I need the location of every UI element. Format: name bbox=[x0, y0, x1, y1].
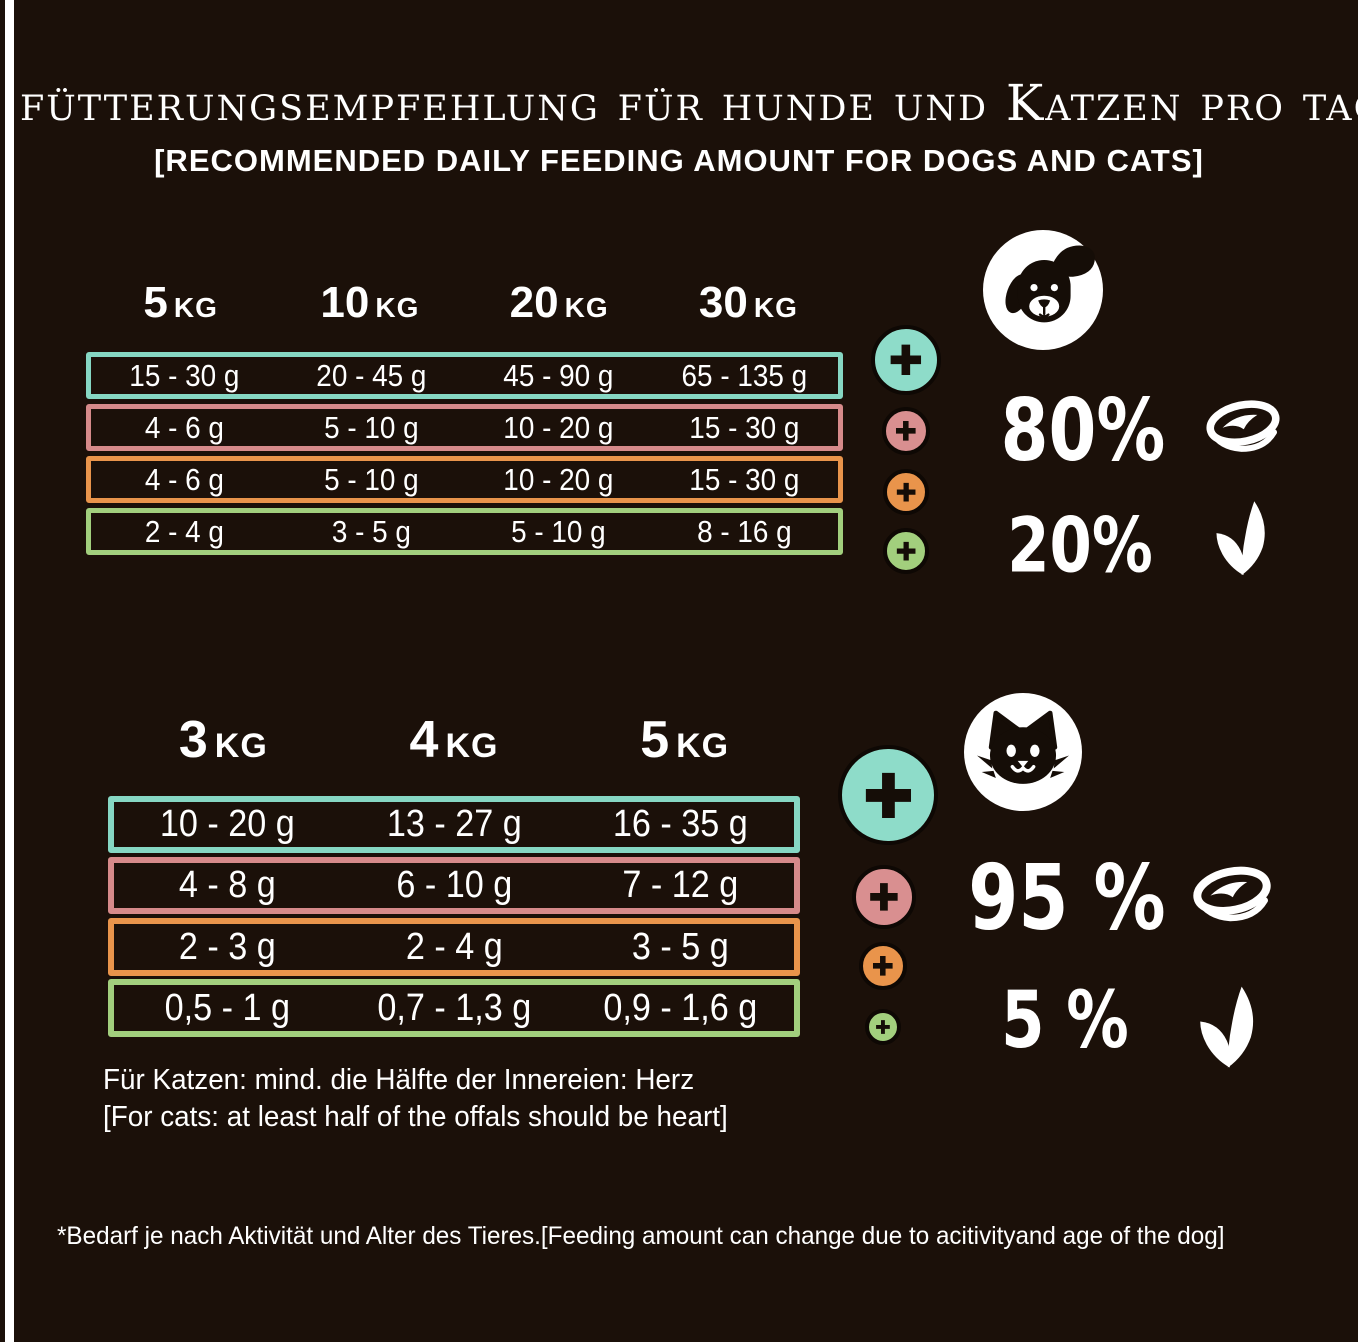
plus-icon bbox=[852, 865, 916, 929]
dog-weight-header: 20 KG bbox=[509, 278, 609, 327]
table-cell: 3 - 5 g bbox=[632, 925, 730, 968]
table-cell: 10 - 20 g bbox=[502, 461, 613, 497]
cat-meat-percent: 95 % bbox=[968, 845, 1166, 951]
plus-icon bbox=[883, 528, 929, 574]
table-cell: 65 - 135 g bbox=[681, 357, 808, 393]
cat-note-english: [For cats: at least half of the offals s… bbox=[103, 1101, 728, 1133]
plus-icon bbox=[838, 745, 938, 845]
cat-offal-amount-row: 4 - 8 g 6 - 10 g 7 - 12 g bbox=[108, 857, 800, 914]
table-cell: 4 - 6 g bbox=[144, 461, 224, 497]
table-cell: 13 - 27 g bbox=[386, 803, 522, 845]
dog-plant-amount-row: 2 - 4 g 3 - 5 g 5 - 10 g 8 - 16 g bbox=[86, 508, 843, 555]
cat-meat-amount-row: 10 - 20 g 13 - 27 g 16 - 35 g bbox=[108, 796, 800, 853]
dog-meat-percent: 80% bbox=[1000, 381, 1166, 481]
table-cell: 7 - 12 g bbox=[622, 864, 739, 906]
table-cell: 6 - 10 g bbox=[395, 864, 512, 906]
table-cell: 5 - 10 g bbox=[323, 409, 419, 445]
leaf-icon bbox=[1188, 982, 1264, 1074]
plus-icon bbox=[871, 325, 941, 395]
dog-weight-header-row: 5 KG 10 KG 20 KG 30 KG bbox=[86, 278, 843, 327]
plus-icon bbox=[865, 1009, 901, 1045]
dog-weight-header: 30 KG bbox=[698, 278, 798, 327]
table-cell: 3 - 5 g bbox=[331, 513, 411, 549]
dog-meat-amount-row: 15 - 30 g 20 - 45 g 45 - 90 g 65 - 135 g bbox=[86, 352, 843, 399]
table-cell: 20 - 45 g bbox=[316, 357, 427, 393]
table-cell: 0,9 - 1,6 g bbox=[603, 986, 758, 1029]
cat-weight-header: 5 KG bbox=[640, 711, 730, 769]
table-cell: 2 - 4 g bbox=[405, 925, 503, 968]
table-cell: 8 - 16 g bbox=[697, 513, 792, 549]
table-cell: 4 - 6 g bbox=[144, 409, 224, 445]
table-cell: 15 - 30 g bbox=[689, 409, 800, 445]
plus-icon bbox=[882, 407, 930, 455]
left-edge-stripe bbox=[5, 0, 14, 1342]
table-cell: 15 - 30 g bbox=[689, 461, 800, 497]
table-cell: 10 - 20 g bbox=[159, 803, 295, 845]
table-cell: 0,7 - 1,3 g bbox=[376, 986, 531, 1029]
table-cell: 16 - 35 g bbox=[613, 803, 749, 845]
dog-weight-header: 10 KG bbox=[320, 278, 420, 327]
dog-offal-amount-row: 4 - 6 g 5 - 10 g 10 - 20 g 15 - 30 g bbox=[86, 404, 843, 451]
table-cell: 5 - 10 g bbox=[323, 461, 419, 497]
cat-note-german: Für Katzen: mind. die Hälfte der Innerei… bbox=[103, 1064, 695, 1096]
table-cell: 2 - 4 g bbox=[144, 513, 224, 549]
dog-face-icon bbox=[983, 230, 1103, 350]
table-cell: 0,5 - 1 g bbox=[164, 986, 291, 1029]
dog-bone-amount-row: 4 - 6 g 5 - 10 g 10 - 20 g 15 - 30 g bbox=[86, 456, 843, 503]
plus-icon bbox=[859, 942, 907, 990]
table-cell: 4 - 8 g bbox=[178, 864, 276, 906]
cat-bone-amount-row: 2 - 3 g 2 - 4 g 3 - 5 g bbox=[108, 918, 800, 976]
table-cell: 10 - 20 g bbox=[502, 409, 613, 445]
leaf-icon bbox=[1206, 497, 1274, 581]
cat-weight-header: 4 KG bbox=[409, 711, 499, 769]
cat-plant-amount-row: 0,5 - 1 g 0,7 - 1,3 g 0,9 - 1,6 g bbox=[108, 979, 800, 1037]
page-subtitle: [RECOMMENDED DAILY FEEDING AMOUNT FOR DO… bbox=[154, 143, 1204, 178]
plus-icon bbox=[883, 469, 929, 515]
cat-weight-header-row: 3 KG 4 KG 5 KG bbox=[108, 710, 800, 769]
table-cell: 45 - 90 g bbox=[502, 357, 613, 393]
activity-footnote: *Bedarf je nach Aktivität und Alter des … bbox=[57, 1222, 1225, 1250]
steak-icon bbox=[1196, 396, 1290, 464]
page-title: fütterungsempfehlung für hunde und Katze… bbox=[20, 74, 1358, 132]
cat-plant-percent: 5 % bbox=[1001, 976, 1129, 1066]
cat-weight-header: 3 KG bbox=[178, 711, 268, 769]
steak-icon bbox=[1183, 862, 1281, 934]
dog-plant-percent: 20% bbox=[1007, 500, 1153, 590]
dog-weight-header: 5 KG bbox=[143, 278, 218, 327]
cat-face-icon bbox=[964, 693, 1082, 811]
table-cell: 5 - 10 g bbox=[510, 513, 606, 549]
table-cell: 2 - 3 g bbox=[178, 925, 276, 968]
table-cell: 15 - 30 g bbox=[129, 357, 240, 393]
